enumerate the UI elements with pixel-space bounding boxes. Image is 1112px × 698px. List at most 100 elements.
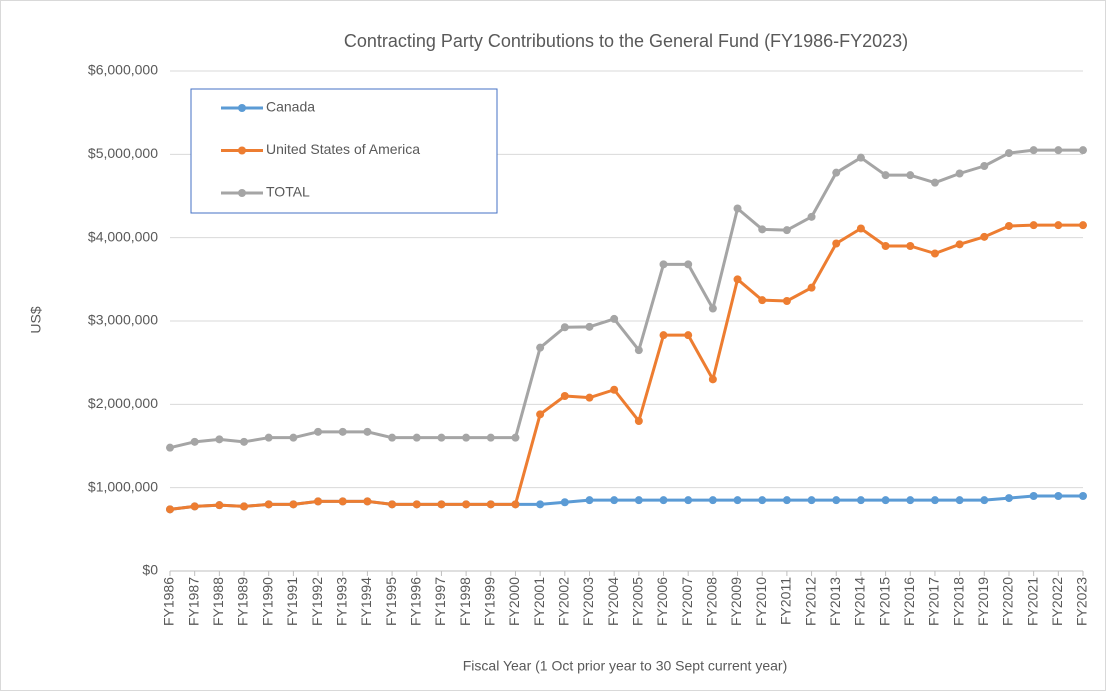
point bbox=[708, 304, 717, 313]
point bbox=[437, 500, 446, 509]
point bbox=[955, 169, 964, 178]
point bbox=[166, 505, 174, 514]
x-tick-label: FY1989 bbox=[235, 577, 251, 626]
point bbox=[363, 427, 372, 436]
point bbox=[659, 331, 668, 340]
point bbox=[412, 500, 421, 509]
point bbox=[1029, 221, 1038, 230]
x-tick-label: FY2014 bbox=[852, 577, 868, 626]
point bbox=[536, 343, 545, 352]
point bbox=[930, 178, 939, 187]
point bbox=[758, 296, 767, 305]
x-tick-label: FY2015 bbox=[876, 577, 892, 626]
point bbox=[807, 496, 816, 505]
point bbox=[930, 249, 939, 258]
point bbox=[1079, 146, 1087, 155]
x-tick-label: FY2013 bbox=[827, 577, 843, 626]
x-tick-label: FY2005 bbox=[630, 577, 646, 626]
point bbox=[462, 433, 471, 442]
x-tick-label: FY2019 bbox=[975, 577, 991, 626]
point bbox=[856, 153, 865, 162]
y-tick-label: $6,000,000 bbox=[88, 62, 158, 78]
point bbox=[388, 433, 397, 442]
x-tick-label: FY2000 bbox=[506, 577, 522, 626]
point bbox=[486, 433, 495, 442]
x-tick-label: FY2011 bbox=[778, 577, 794, 625]
point bbox=[906, 496, 915, 505]
x-tick-label: FY1998 bbox=[457, 577, 473, 626]
point bbox=[536, 410, 545, 419]
chart-title: Contracting Party Contributions to the G… bbox=[344, 31, 908, 51]
legend-marker bbox=[238, 146, 246, 155]
point bbox=[881, 242, 890, 250]
point bbox=[511, 500, 520, 509]
legend-marker bbox=[238, 189, 246, 197]
point bbox=[536, 500, 545, 509]
point bbox=[1029, 146, 1038, 155]
x-tick-label: FY1990 bbox=[259, 577, 275, 626]
x-tick-label: FY2023 bbox=[1074, 577, 1090, 626]
point bbox=[1079, 492, 1087, 500]
point bbox=[1079, 221, 1087, 230]
series-line bbox=[169, 148, 1083, 450]
x-tick-label: FY2001 bbox=[531, 577, 547, 626]
point bbox=[560, 392, 569, 400]
x-tick-label: FY1988 bbox=[210, 577, 226, 626]
y-tick-label: $3,000,000 bbox=[88, 312, 158, 328]
point bbox=[684, 496, 693, 505]
point bbox=[906, 242, 915, 250]
point bbox=[832, 168, 841, 177]
x-tick-label: FY1994 bbox=[358, 577, 374, 626]
y-axis-title: US$ bbox=[28, 306, 44, 333]
x-tick-label: FY2002 bbox=[556, 577, 572, 626]
point bbox=[1004, 222, 1013, 230]
point bbox=[215, 501, 224, 510]
point bbox=[832, 239, 841, 248]
x-tick-label: FY2018 bbox=[950, 577, 966, 626]
point bbox=[758, 225, 767, 234]
point bbox=[634, 417, 643, 425]
point bbox=[758, 496, 767, 505]
x-tick-label: FY1993 bbox=[333, 577, 349, 626]
point bbox=[1054, 146, 1063, 155]
point bbox=[807, 212, 816, 221]
point bbox=[240, 437, 249, 446]
x-tick-label: FY2007 bbox=[679, 577, 695, 626]
point bbox=[610, 314, 619, 323]
x-tick-label: FY2017 bbox=[926, 577, 942, 626]
point bbox=[289, 500, 298, 509]
x-tick-label: FY2022 bbox=[1049, 577, 1065, 626]
legend-label: United States of America bbox=[266, 141, 420, 157]
point bbox=[314, 427, 323, 436]
point bbox=[585, 393, 594, 402]
point bbox=[733, 204, 742, 213]
point bbox=[585, 496, 594, 505]
point bbox=[610, 385, 619, 394]
point bbox=[634, 346, 643, 355]
x-axis-title: Fiscal Year (1 Oct prior year to 30 Sept… bbox=[463, 658, 787, 674]
y-tick-label: $0 bbox=[142, 562, 158, 578]
point bbox=[684, 331, 693, 340]
legend-label: Canada bbox=[266, 99, 315, 115]
x-tick-label: FY2003 bbox=[580, 577, 596, 626]
x-tick-label: FY2006 bbox=[654, 577, 670, 626]
x-tick-label: FY1987 bbox=[185, 577, 201, 626]
point bbox=[1004, 149, 1013, 158]
point bbox=[486, 500, 495, 509]
point bbox=[166, 443, 174, 452]
point bbox=[955, 496, 964, 505]
x-tick-label: FY1991 bbox=[284, 577, 300, 626]
point bbox=[1004, 494, 1013, 503]
legend-label: TOTAL bbox=[266, 184, 310, 200]
x-tick-label: FY1995 bbox=[383, 577, 399, 626]
point bbox=[289, 433, 298, 442]
x-tick-label: FY2008 bbox=[704, 577, 720, 626]
point bbox=[560, 323, 569, 332]
point bbox=[708, 496, 717, 505]
point bbox=[930, 496, 939, 505]
point bbox=[338, 497, 347, 506]
point bbox=[906, 171, 915, 180]
y-tick-label: $2,000,000 bbox=[88, 395, 158, 411]
